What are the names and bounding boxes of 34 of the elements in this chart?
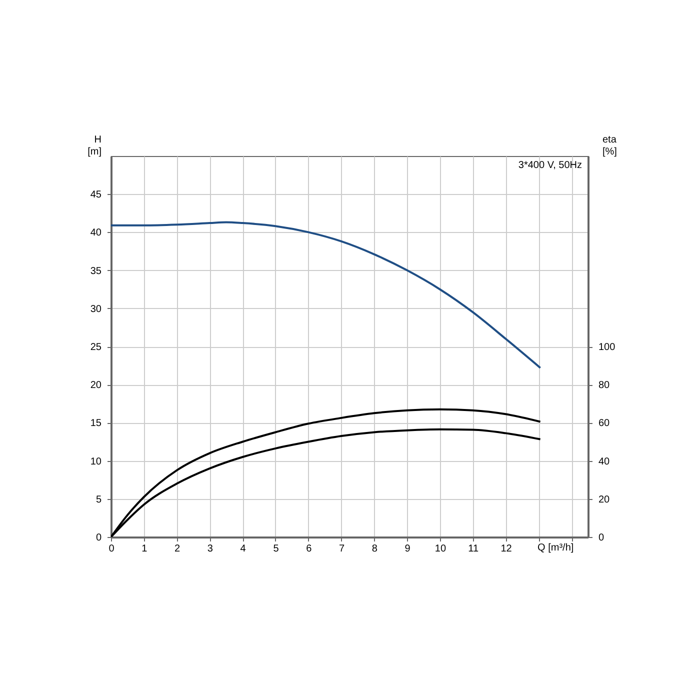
y-tick-label: 15 <box>90 418 102 430</box>
y-tick-label: 10 <box>90 456 102 468</box>
x-tick-label: 7 <box>338 544 345 554</box>
y2-tick-label: 40 <box>598 456 610 468</box>
y-tick-label: 30 <box>90 304 102 315</box>
y2-tick-label: 60 <box>598 418 610 430</box>
y2-tick-label: 0 <box>598 532 604 544</box>
y2-tick-label: 20 <box>598 494 610 506</box>
y2-tick-label: 100 <box>598 342 616 353</box>
x-tick-label: 2 <box>174 544 181 554</box>
x-tick-label: 5 <box>273 544 280 554</box>
x-tick-label: 0 <box>108 544 115 554</box>
y-axis-title: H [m] <box>88 134 102 158</box>
x-tick-label: 3 <box>207 544 214 554</box>
x-tick-label: 10 <box>434 544 446 554</box>
y-tick-label: 0 <box>96 532 102 544</box>
x-tick-label: 6 <box>306 544 312 554</box>
y-tick-label: 5 <box>96 494 102 506</box>
x-axis-title: Q [m³/h] <box>538 542 574 554</box>
line-series <box>111 221 542 369</box>
y-tick-label: 20 <box>90 380 102 392</box>
x-tick-label: 8 <box>372 544 378 554</box>
y-tick-label: 35 <box>90 266 102 277</box>
x-tick-label: 4 <box>240 544 246 554</box>
y-tick-label: 45 <box>90 190 102 201</box>
x-tick-label: 9 <box>404 544 411 554</box>
x-tick-label: 1 <box>142 544 148 554</box>
y2-axis-title: eta [%] <box>602 134 618 158</box>
y-tick-label: 40 <box>90 228 102 239</box>
x-tick-label: 11 <box>468 544 479 554</box>
y-tick-label: 25 <box>90 342 102 353</box>
y2-tick-label: 80 <box>598 380 610 392</box>
x-tick-label: 12 <box>500 544 512 554</box>
annotation: 3*400 V, 50Hz <box>518 160 582 171</box>
